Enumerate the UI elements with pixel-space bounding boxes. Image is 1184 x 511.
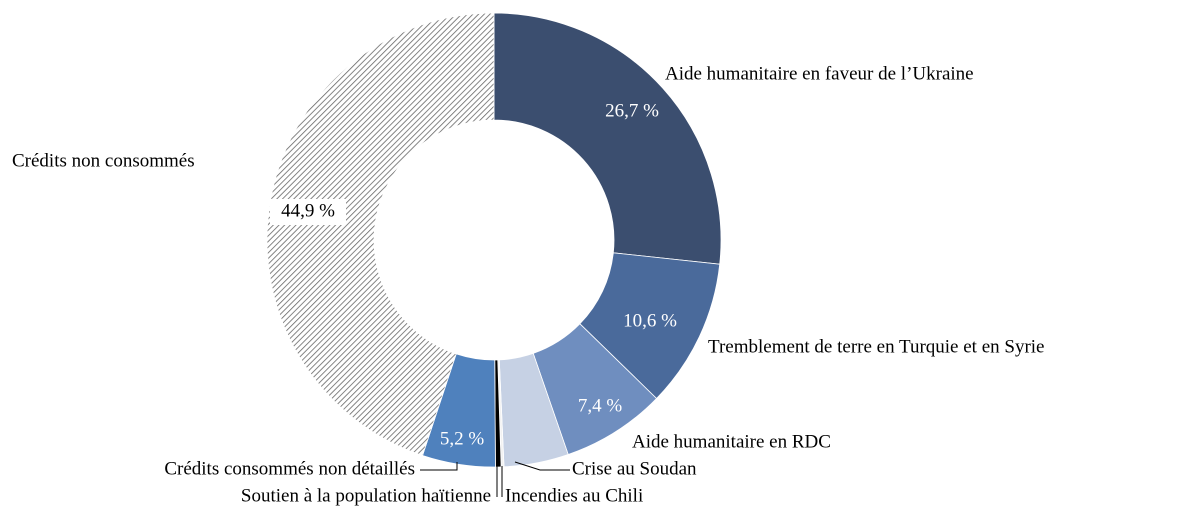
value-label: 44,9 %: [281, 200, 335, 221]
category-label: Tremblement de terre en Turquie et en Sy…: [708, 336, 1044, 357]
donut-segment: [493, 12, 722, 265]
leader-line: [420, 462, 458, 471]
category-label: Aide humanitaire en RDC: [632, 431, 831, 452]
value-label: 10,6 %: [623, 310, 677, 331]
donut-segment: [266, 12, 495, 456]
category-label: Incendies au Chili: [505, 485, 643, 506]
leader-line: [514, 461, 570, 471]
value-label: 7,4 %: [578, 395, 623, 416]
category-label: Crédits non consommés: [12, 150, 195, 171]
value-label-bg: [270, 199, 346, 225]
category-label: Soutien à la population haïtienne: [241, 485, 491, 506]
category-label: Crédits consommés non détaillés: [164, 458, 415, 479]
value-label: 26,7 %: [605, 100, 659, 121]
value-label: 5,2 %: [440, 428, 485, 449]
category-label: Aide humanitaire en faveur de l’Ukraine: [665, 63, 974, 84]
category-label: Crise au Soudan: [572, 458, 697, 479]
